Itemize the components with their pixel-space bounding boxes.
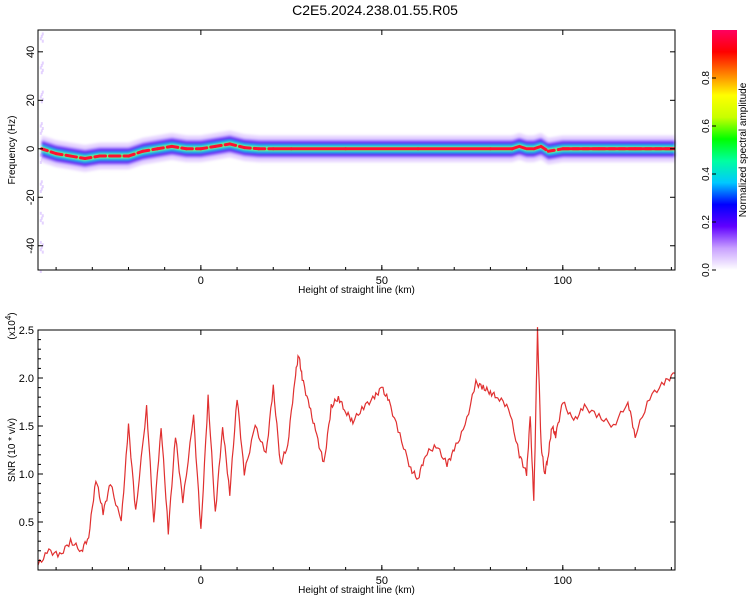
ridge-core-segment: [242, 146, 261, 151]
y-tick-label: 0: [25, 146, 37, 152]
noise-speck: [40, 63, 43, 67]
noise-speck: [39, 153, 42, 157]
noise-speck: [39, 124, 42, 128]
x-tick-label: 50: [376, 575, 388, 587]
spectrogram-frame: [37, 29, 676, 271]
y-tick-label: 20: [25, 94, 37, 106]
ridge-core-segment: [69, 154, 87, 160]
colorbar-gradient: [712, 30, 737, 270]
colorbar: 0.0 0.2 0.4 0.6 0.8 Normalized spectral ampli…: [701, 30, 749, 277]
snr-frame: [37, 329, 676, 571]
x-tick-label: 0: [198, 275, 204, 287]
ridge-core-segment: [170, 144, 188, 151]
colorbar-tick-label: 0.0: [701, 263, 712, 277]
spectrogram-ridge: [41, 130, 675, 172]
ridge-core-segment: [199, 144, 217, 151]
noise-speck: [41, 61, 44, 65]
noise-speck: [41, 39, 44, 43]
ridge-core-segment: [155, 144, 174, 151]
noise-speck: [40, 71, 43, 75]
x-tick-label: 50: [376, 275, 388, 287]
ridge-core-segment: [126, 149, 145, 158]
noise-speck: [41, 90, 44, 94]
x-tick-label: 100: [554, 275, 572, 287]
noise-speck: [40, 180, 43, 184]
y-axis-label: SNR (10 * v/v): [7, 418, 18, 482]
noise-speck: [40, 216, 43, 220]
snr-series-line: [37, 327, 676, 566]
noise-speck: [39, 190, 42, 193]
noise-speck: [41, 250, 44, 254]
noise-speck: [41, 126, 44, 130]
noise-speck: [39, 37, 42, 41]
colorbar-tick-label: 0.4: [701, 167, 712, 181]
x-tick-label: 100: [554, 575, 572, 587]
noise-speck: [39, 248, 42, 252]
spectrogram-axes: 0 50 100 -40 -20 0 20 40 Height of straight line…: [7, 29, 676, 296]
y-multiplier-label: (x104): [4, 312, 18, 339]
y-tick-label: 2.5: [19, 325, 34, 337]
colorbar-tick-label: 0.6: [701, 119, 712, 133]
y-tick-label: -20: [25, 189, 37, 205]
colorbar-label: Normalized spectral amplitude: [738, 82, 749, 217]
y-tick-label: 1.5: [19, 421, 34, 433]
ridge-core-segment: [546, 147, 565, 153]
chart-title: C2E5.2024.238.01.55.R05: [292, 2, 458, 18]
ridge-core-segment: [40, 147, 58, 156]
y-tick-label: -40: [25, 238, 37, 254]
noise-speck: [39, 182, 42, 186]
y-tick-label: 40: [25, 46, 37, 58]
ridge-core-segment: [83, 154, 102, 160]
noise-speck: [39, 240, 42, 244]
noise-speck: [41, 32, 44, 36]
noise-speck: [40, 187, 43, 191]
noise-speck: [41, 221, 44, 225]
x-axis-label: Height of straight line (km): [298, 285, 415, 296]
noise-speck: [41, 185, 44, 189]
noise-speck: [40, 34, 43, 38]
noise-speck: [39, 131, 42, 135]
noise-speck: [40, 129, 43, 133]
y-axis-label: Frequency (Hz): [7, 116, 18, 185]
noise-speck: [39, 160, 42, 164]
noise-speck: [40, 245, 43, 249]
noise-speck: [39, 219, 42, 223]
noise-speck: [40, 122, 43, 126]
x-axis-label: Height of straight line (km): [298, 585, 415, 596]
colorbar-tick-label: 0.8: [701, 71, 712, 85]
x-tick-label: 0: [198, 575, 204, 587]
ridge-core: [40, 142, 677, 160]
noise-speck: [40, 93, 43, 97]
y-tick-label: 1.0: [19, 469, 34, 481]
noise-speck: [39, 270, 42, 273]
snr-plot-area: [37, 327, 676, 566]
y-tick-label: 0.5: [19, 517, 34, 529]
spectrogram-chart: 0 50 100 -40 -20 0 20 40 Height of straight line…: [7, 29, 749, 296]
spectrogram-plot-area: [39, 32, 677, 273]
y-tick-label: 2.0: [19, 373, 34, 385]
noise-speck: [41, 243, 44, 247]
ridge-core-segment: [213, 142, 232, 148]
noise-speck: [39, 211, 42, 215]
colorbar-tick-label: 0.2: [701, 215, 712, 229]
ridge-core-segment: [141, 147, 159, 153]
noise-speck: [41, 97, 44, 101]
ridge-core-segment: [54, 152, 73, 158]
snr-chart: 0 50 100 0.5 1.0 1.5 2.0 2.5 Height of straight …: [4, 312, 676, 596]
ridge-core-segment: [228, 142, 246, 150]
noise-speck: [39, 95, 42, 99]
noise-speck: [41, 68, 44, 72]
noise-speck: [39, 66, 42, 70]
snr-axes: 0 50 100 0.5 1.0 1.5 2.0 2.5 Height of straight …: [4, 312, 676, 596]
noise-speck: [41, 214, 44, 218]
noise-speck: [40, 100, 43, 104]
